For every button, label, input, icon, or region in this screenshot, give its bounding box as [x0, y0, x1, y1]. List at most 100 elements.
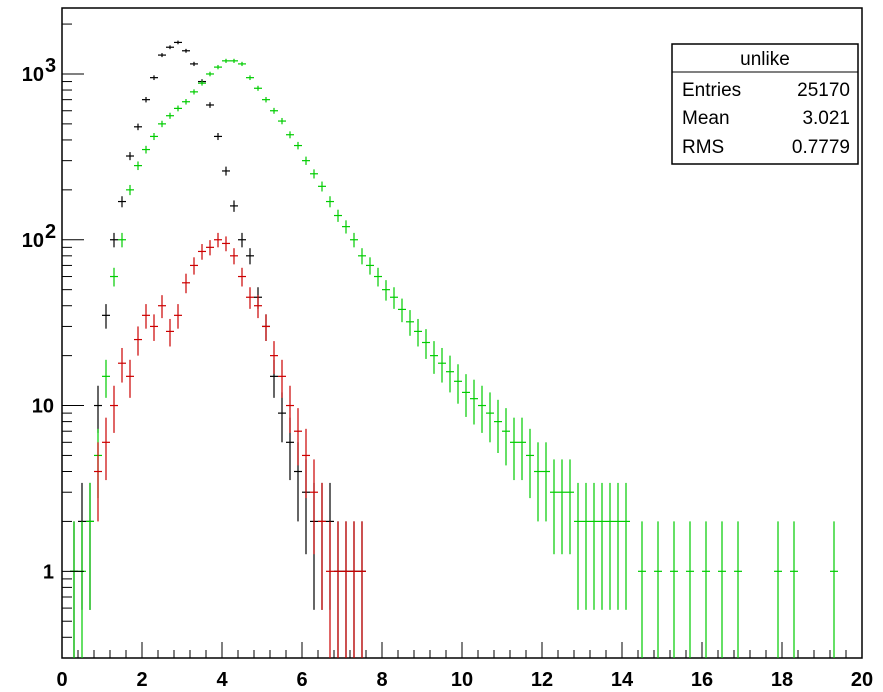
- data-point: [102, 417, 110, 481]
- series-2: [94, 232, 366, 658]
- data-point: [214, 132, 222, 141]
- data-point: [110, 232, 118, 248]
- data-point: [622, 482, 630, 610]
- data-point: [462, 374, 470, 417]
- data-point: [542, 442, 550, 522]
- data-point: [398, 298, 406, 323]
- data-point: [438, 347, 446, 383]
- data-point: [486, 392, 494, 443]
- data-point: [166, 45, 174, 50]
- stats-rms-label: RMS: [682, 137, 724, 158]
- x-tick-label: 4: [216, 669, 228, 691]
- data-point: [230, 248, 238, 265]
- data-point: [222, 236, 230, 252]
- data-point: [198, 80, 206, 86]
- data-point: [246, 75, 254, 81]
- data-point: [142, 145, 150, 154]
- data-point: [382, 280, 390, 301]
- stats-box-frame: [671, 43, 859, 165]
- data-point: [134, 123, 142, 131]
- y-tick-exponent: 3: [45, 55, 56, 77]
- stats-box-title: unlike: [740, 49, 790, 70]
- x-tick-label: 8: [376, 669, 387, 691]
- data-point: [182, 48, 190, 53]
- data-point: [110, 385, 118, 433]
- data-point: [270, 107, 278, 114]
- data-point: [326, 521, 334, 658]
- data-point: [566, 459, 574, 555]
- data-point: [302, 156, 310, 165]
- data-point: [294, 141, 302, 150]
- data-point: [686, 521, 694, 658]
- data-point: [118, 347, 126, 383]
- data-point: [358, 521, 366, 658]
- data-point: [430, 341, 438, 374]
- data-point: [358, 248, 366, 265]
- data-point: [326, 196, 334, 208]
- data-point: [118, 196, 126, 208]
- x-tick-label: 10: [451, 669, 473, 691]
- data-point: [606, 482, 614, 610]
- data-point: [78, 521, 86, 658]
- data-point: [302, 428, 310, 499]
- data-point: [278, 392, 286, 443]
- data-point: [262, 96, 270, 103]
- data-point: [190, 257, 198, 275]
- data-point: [342, 521, 350, 658]
- data-point: [238, 232, 246, 248]
- data-point: [182, 99, 190, 105]
- data-point: [830, 521, 838, 658]
- data-point: [238, 61, 246, 67]
- data-point: [638, 521, 646, 658]
- data-point: [310, 169, 318, 179]
- data-point: [598, 482, 606, 610]
- y-tick-label: 10: [22, 230, 44, 252]
- data-point: [334, 209, 342, 222]
- data-point: [718, 521, 726, 658]
- data-point: [254, 295, 262, 319]
- data-point: [614, 482, 622, 610]
- x-tick-label: 2: [136, 669, 147, 691]
- data-point: [158, 53, 166, 58]
- data-point: [654, 521, 662, 658]
- data-point: [534, 442, 542, 522]
- data-point: [406, 310, 414, 336]
- y-tick-label: 10: [32, 396, 54, 418]
- data-point: [422, 329, 430, 359]
- data-point: [526, 428, 534, 499]
- data-point: [470, 379, 478, 425]
- data-point: [150, 132, 158, 141]
- data-point: [590, 482, 598, 610]
- data-point: [86, 482, 94, 610]
- data-point: [342, 220, 350, 234]
- data-point: [126, 152, 134, 161]
- data-point: [126, 184, 134, 196]
- data-point: [238, 267, 246, 287]
- x-tick-label: 16: [691, 669, 713, 691]
- data-point: [278, 117, 286, 125]
- data-point: [174, 105, 182, 112]
- data-point: [278, 359, 286, 398]
- data-point: [286, 131, 294, 139]
- data-point: [390, 287, 398, 309]
- data-point: [734, 521, 742, 658]
- data-point: [134, 161, 142, 171]
- data-point: [478, 385, 486, 433]
- data-point: [174, 40, 182, 45]
- x-tick-label: 14: [611, 669, 634, 691]
- data-point: [206, 71, 214, 77]
- y-tick-exponent: 2: [45, 221, 56, 243]
- data-point: [366, 257, 374, 275]
- data-point: [102, 359, 110, 398]
- data-point: [126, 359, 134, 398]
- data-point: [214, 232, 222, 248]
- data-point: [294, 408, 302, 466]
- data-point: [790, 521, 798, 658]
- data-point: [166, 112, 174, 119]
- x-tick-label: 0: [56, 669, 67, 691]
- stats-rms-value: 0.7779: [792, 137, 850, 158]
- data-point: [142, 96, 150, 103]
- data-point: [582, 482, 590, 610]
